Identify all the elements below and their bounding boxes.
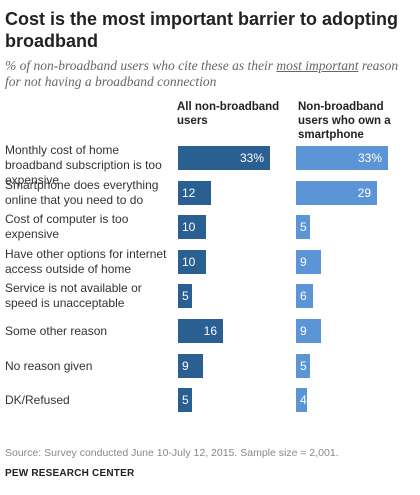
bar-all-users — [178, 284, 192, 308]
bar-all-users — [178, 250, 206, 274]
chart-subtitle: % of non-broadband users who cite these … — [5, 58, 413, 90]
data-label: 33% — [357, 151, 382, 165]
category-label: DK/Refused — [5, 392, 70, 407]
bar-smartphone-owners — [296, 181, 377, 205]
category-label: Monthly cost of home broadband subscript… — [5, 143, 162, 187]
data-label: 5 — [182, 289, 189, 303]
bar-all-users — [178, 388, 192, 412]
category-label: Cost of computer is too expensive — [5, 212, 129, 241]
data-label: 29 — [357, 186, 371, 200]
data-label: 9 — [300, 324, 307, 338]
category-label: Have other options for internet access o… — [5, 247, 167, 276]
data-label: 9 — [300, 255, 307, 269]
data-label: 33% — [239, 151, 264, 165]
category-label: Some other reason — [5, 323, 108, 338]
data-label: 9 — [182, 359, 189, 373]
data-label: 5 — [300, 359, 307, 373]
subtitle-emphasis: most important — [276, 58, 359, 73]
bar-smartphone-owners — [296, 215, 310, 239]
data-label: 6 — [300, 289, 307, 303]
data-label: 5 — [182, 393, 189, 407]
bar-smartphone-owners — [296, 354, 310, 378]
data-label: 16 — [203, 324, 217, 338]
category-label: No reason given — [5, 358, 93, 373]
bar-smartphone-owners — [296, 388, 307, 412]
bar-all-users — [178, 319, 223, 343]
bar-all-users — [178, 181, 211, 205]
data-label: 10 — [182, 255, 196, 269]
bar-smartphone-owners — [296, 250, 321, 274]
subtitle-before: % of non-broadband users who cite these … — [5, 58, 277, 73]
bar-smartphone-owners — [296, 284, 313, 308]
series-header-smartphone-owners: Non-broadband users who own a smartphone — [298, 101, 391, 141]
category-label: Smartphone does everything online that y… — [5, 178, 159, 207]
brand-logo-text: PEW RESEARCH CENTER — [5, 468, 135, 479]
subtitle-after: reason for not having a broadband connec… — [5, 58, 399, 89]
source-note: Source: Survey conducted June 10-July 12… — [5, 447, 339, 459]
data-label: 10 — [182, 220, 196, 234]
category-label: Service is not available or speed is una… — [5, 281, 142, 310]
bar-smartphone-owners — [296, 146, 388, 170]
data-label: 5 — [300, 220, 307, 234]
bar-all-users — [178, 146, 270, 170]
data-label: 4 — [300, 393, 307, 407]
bar-smartphone-owners — [296, 319, 321, 343]
bar-all-users — [178, 215, 206, 239]
chart-title: Cost is the most important barrier to ad… — [5, 9, 399, 51]
data-label: 12 — [182, 186, 196, 200]
bar-all-users — [178, 354, 203, 378]
series-header-all-users: All non-broadband users — [177, 101, 280, 127]
